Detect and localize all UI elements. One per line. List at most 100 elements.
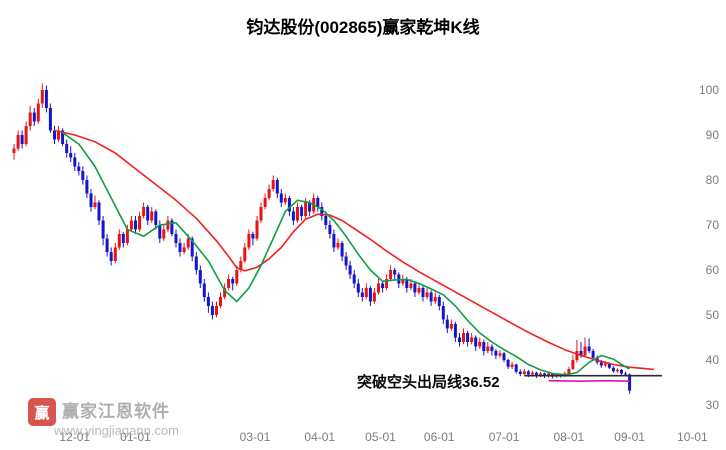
candle-body: [620, 369, 623, 374]
exit-line-annotation: 突破空头出局线36.52: [357, 374, 500, 391]
candle-body: [372, 292, 376, 302]
candle-body: [117, 234, 121, 248]
page-title: 钧达股份(002865)赢家乾坤K线: [246, 18, 480, 37]
candle-body: [470, 337, 474, 342]
candle-body: [279, 193, 283, 203]
candle-body: [587, 346, 591, 351]
candle-body: [150, 211, 154, 221]
candle-body: [490, 346, 494, 351]
candle-body: [251, 234, 255, 239]
candle-body: [259, 207, 263, 221]
yingjia-logo-icon: 赢: [28, 398, 56, 426]
candle-body: [352, 274, 356, 284]
candle-body: [417, 288, 421, 293]
candle-body: [93, 202, 97, 207]
candle-body: [413, 283, 417, 293]
candle-body: [458, 337, 461, 342]
candle-body: [73, 157, 77, 167]
candle-body: [433, 297, 437, 302]
candle-body: [125, 229, 129, 243]
candle-body: [129, 220, 133, 230]
candle-body: [494, 351, 498, 356]
candle-body: [478, 342, 482, 347]
candle-body: [506, 360, 510, 367]
candle-body: [202, 283, 206, 297]
candle-body: [300, 207, 304, 216]
candle-body: [53, 130, 56, 140]
candle-body: [567, 369, 571, 374]
candle-body: [198, 270, 202, 284]
candle-body: [510, 364, 514, 367]
candle-body: [401, 279, 405, 284]
candle-body: [69, 153, 73, 158]
candle-body: [304, 202, 308, 216]
candle-body: [421, 288, 425, 297]
candle-body: [486, 346, 490, 351]
candle-body: [579, 351, 583, 356]
candle-body: [539, 373, 542, 376]
candle-body: [287, 198, 291, 212]
x-axis-label: 12-01: [59, 430, 91, 444]
candle-body: [381, 283, 385, 288]
candle-body: [158, 225, 162, 239]
candle-body: [109, 252, 113, 261]
candle-body: [599, 362, 603, 366]
candle-body: [24, 126, 28, 144]
candle-body: [522, 371, 526, 374]
candle-body: [166, 220, 170, 230]
candle-body: [308, 202, 312, 212]
candle-body: [547, 373, 551, 376]
x-axis-label: 01-01: [120, 430, 151, 444]
candle-body: [48, 108, 52, 131]
candle-body: [296, 207, 299, 221]
candle-body: [239, 261, 243, 270]
candle-body: [441, 306, 445, 320]
ma-red-line: [54, 129, 654, 371]
candle-body: [154, 211, 158, 225]
x-axis-label: 05-01: [365, 430, 396, 444]
candle-body: [340, 243, 344, 257]
y-axis-label: 100: [698, 83, 719, 97]
x-axis-label: 07-01: [488, 430, 520, 444]
candle-body: [65, 144, 69, 153]
candle-body: [336, 243, 340, 248]
candle-body: [61, 130, 65, 144]
y-axis-label: 80: [705, 173, 719, 187]
candle-body: [534, 372, 538, 376]
candle-body: [57, 130, 60, 140]
candle-body: [223, 288, 227, 297]
candle-body: [425, 292, 429, 297]
x-axis-label: 04-01: [304, 430, 336, 444]
candle-body: [170, 220, 174, 234]
candle-body: [271, 180, 275, 189]
candle-body: [575, 351, 579, 360]
candle-body: [474, 337, 478, 347]
candle-body: [571, 360, 575, 369]
candle-body: [502, 353, 506, 361]
candle-body: [12, 148, 16, 153]
candle-body: [89, 193, 93, 207]
candle-body: [210, 306, 214, 315]
candle-body: [364, 288, 368, 297]
candle-body: [267, 189, 271, 198]
candle-body: [215, 306, 218, 315]
candle-body: [101, 220, 105, 239]
candle-body: [219, 297, 222, 306]
candle-body: [263, 198, 267, 207]
candle-body: [393, 270, 397, 275]
candle-body: [190, 238, 194, 257]
candle-body: [85, 180, 89, 194]
x-axis-label: 10-01: [677, 430, 708, 444]
candle-body: [138, 216, 142, 230]
candle-body: [332, 234, 336, 248]
candle-body: [20, 135, 24, 144]
candle-body: [105, 238, 109, 252]
candle-body: [498, 353, 502, 356]
candle-body: [283, 198, 287, 203]
candle-body: [186, 238, 190, 248]
candle-body: [243, 247, 247, 261]
candle-body: [356, 283, 360, 293]
candle-body: [445, 319, 449, 329]
candle-body: [81, 171, 85, 180]
